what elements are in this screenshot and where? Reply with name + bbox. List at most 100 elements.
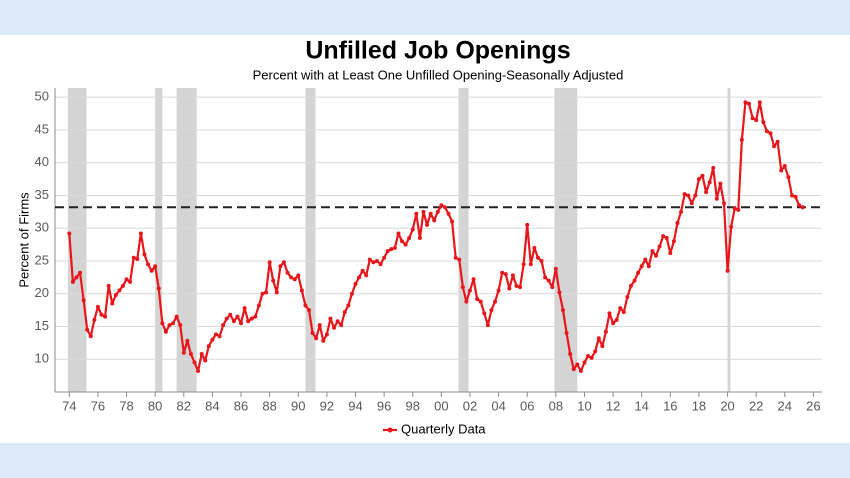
x-tick-label: 12 [606,398,620,413]
data-point [664,236,669,241]
data-point [135,257,140,261]
data-point [578,369,583,374]
data-point [335,319,340,324]
recession-band [305,88,316,392]
data-point [775,139,780,144]
data-point [117,288,122,293]
data-point [636,270,641,275]
data-point [389,247,394,252]
x-tick-label: 06 [520,398,534,413]
data-point [593,349,598,354]
data-point [188,352,193,356]
data-point [586,353,591,358]
recession-band [155,88,163,392]
data-point [106,283,111,288]
data-point [546,278,551,283]
data-point [342,310,347,315]
data-point [768,131,773,136]
data-point [568,352,573,356]
x-tick-label: 90 [291,398,305,413]
data-point [156,286,161,291]
data-point [299,288,304,293]
data-point [442,205,447,210]
data-point [213,332,218,337]
data-point [428,211,433,216]
data-point [618,306,623,311]
data-point [178,323,183,328]
data-point [163,329,168,334]
y-tick-label: 10 [35,351,49,366]
data-point [374,258,379,263]
data-point [378,262,383,267]
data-point [317,323,322,328]
x-tick-label: 94 [348,398,362,413]
data-point [160,321,165,326]
data-point [425,222,430,227]
data-point [353,281,358,286]
data-point [167,323,172,328]
data-point [693,193,698,198]
data-point [550,285,555,290]
data-point [657,244,662,249]
data-point [131,255,136,260]
data-point [128,279,133,284]
data-point [510,273,515,278]
data-point [518,285,523,290]
data-point [732,206,737,211]
data-point [797,203,802,208]
recession-band [458,88,469,392]
x-tick-label: 22 [749,398,763,413]
y-tick-label: 15 [35,318,49,333]
data-point [403,242,408,247]
data-point [611,321,616,326]
data-point [407,236,412,241]
data-point [292,277,297,282]
data-point [614,317,619,322]
recession-band [554,88,578,392]
data-point [725,268,730,273]
data-point [306,308,311,313]
x-tick-label: 00 [434,398,448,413]
data-point [482,311,487,316]
data-point [274,290,279,295]
data-point [149,268,154,273]
data-point [153,264,158,269]
data-point [757,100,762,105]
data-point [485,323,490,328]
data-point [603,329,608,334]
data-point [181,350,186,355]
data-point [367,257,372,262]
data-point [228,312,233,317]
data-point [217,334,222,339]
recession-band [176,88,197,392]
data-point [460,285,465,290]
data-point [779,168,784,173]
data-point [682,192,687,197]
data-point [364,273,369,278]
data-point [789,193,794,198]
y-tick-label: 45 [35,121,49,136]
data-point [138,231,143,236]
y-tick-label: 35 [35,187,49,202]
data-point [571,367,576,372]
data-point [532,245,537,250]
data-point [74,275,79,280]
data-point [743,100,748,105]
data-point [264,290,269,295]
data-point [475,296,480,301]
data-point [589,355,594,360]
data-point [414,211,419,216]
x-tick-label: 14 [634,398,648,413]
data-point [607,311,612,316]
data-point [721,201,726,206]
data-point [575,362,580,367]
x-tick-label: 24 [778,398,792,413]
data-point [489,308,494,313]
data-point [242,306,247,311]
data-point [185,338,190,343]
data-point [786,175,791,180]
data-point [661,234,666,239]
data-point [711,165,716,170]
data-point [793,194,798,199]
data-point [85,327,90,332]
